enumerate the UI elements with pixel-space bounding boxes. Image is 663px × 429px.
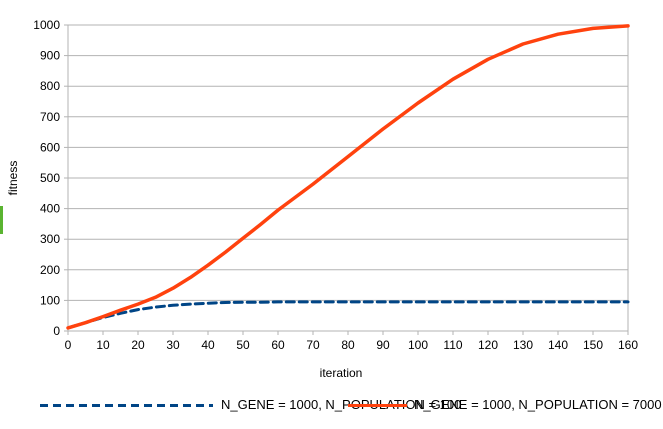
y-tick-label: 0: [53, 324, 60, 338]
series-line-0: [66, 300, 630, 330]
y-tick-label: 900: [40, 49, 60, 63]
x-tick-label: 60: [271, 338, 285, 352]
legend-label-population-100: N_GENE = 1000, N_POPULATION = 100: [221, 397, 462, 412]
x-tick-label: 10: [96, 338, 110, 352]
x-tick-label: 20: [131, 338, 145, 352]
x-tick-label: 150: [583, 338, 603, 352]
x-axis-title: iteration: [319, 366, 363, 380]
y-tick-label: 800: [40, 79, 60, 93]
y-tick-label: 700: [40, 110, 60, 124]
y-tick-label: 500: [40, 171, 60, 185]
x-tick-label: 80: [341, 338, 355, 352]
x-tick-label: 120: [478, 338, 498, 352]
x-tick-label: 140: [548, 338, 568, 352]
x-tick-label: 30: [166, 338, 180, 352]
x-tick-label: 70: [306, 338, 320, 352]
y-tick-label: 400: [40, 202, 60, 216]
series-line-1: [66, 24, 630, 330]
x-tick-label: 0: [65, 338, 72, 352]
y-tick-label: 600: [40, 140, 60, 154]
legend-marker-solid-red: [348, 404, 407, 407]
y-tick-label: 200: [40, 263, 60, 277]
y-axis-title: fitness: [6, 160, 20, 196]
legend-marker-dashed-blue: [40, 404, 213, 407]
legend-label-population-7000: N_GENE = 1000, N_POPULATION = 7000: [414, 397, 662, 412]
x-tick-label: 90: [376, 338, 390, 352]
y-tick-label: 300: [40, 232, 60, 246]
x-tick-label: 110: [443, 338, 462, 352]
x-tick-label: 160: [618, 338, 638, 352]
x-tick-label: 50: [236, 338, 250, 352]
green-edge-artifact: [0, 206, 3, 234]
x-tick-label: 100: [408, 338, 428, 352]
x-tick-label: 40: [201, 338, 215, 352]
y-tick-label: 1000: [33, 18, 60, 32]
y-tick-label: 100: [40, 293, 60, 307]
x-tick-label: 130: [513, 338, 533, 352]
